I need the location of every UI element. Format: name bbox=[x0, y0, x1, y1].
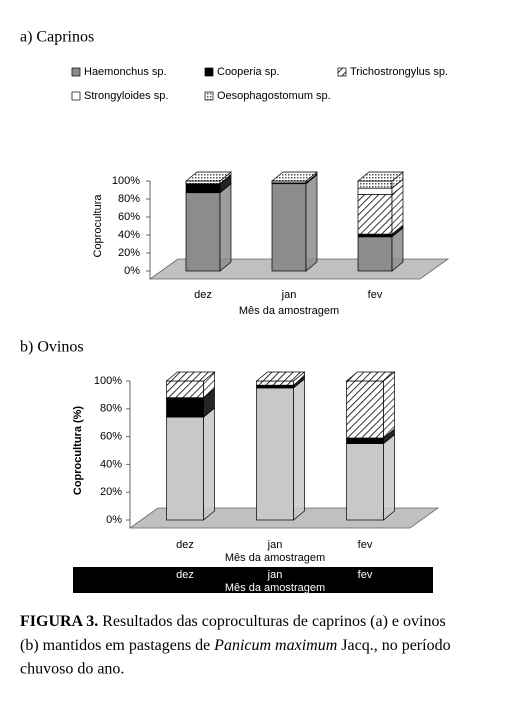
caption-line-2: (b) mantidos em pastagens de Panicum maxi… bbox=[20, 637, 451, 654]
legend-swatch bbox=[337, 67, 347, 77]
y-axis-label: Coprocultura bbox=[92, 194, 104, 258]
y-axis-label: Coprocultura (%) bbox=[72, 406, 84, 496]
band-tick-label: dez bbox=[176, 569, 194, 581]
y-tick-label: 40% bbox=[118, 229, 140, 241]
bar-segment bbox=[346, 437, 384, 444]
bar-top bbox=[255, 371, 306, 382]
bar-segment bbox=[357, 180, 393, 189]
x-tick-label: jan bbox=[267, 539, 283, 551]
panel-title: b) Ovinos bbox=[20, 339, 84, 356]
legend-label: Cooperia sp. bbox=[217, 66, 279, 78]
x-axis-label: Mês da amostragem bbox=[225, 552, 325, 564]
x-tick-label: fev bbox=[368, 289, 383, 301]
y-tick-label: 0% bbox=[106, 514, 122, 526]
bar-side bbox=[219, 182, 232, 272]
legend-swatch bbox=[204, 91, 214, 101]
legend-label: Trichostrongylus sp. bbox=[350, 66, 448, 78]
band-tick-label: fev bbox=[358, 569, 373, 581]
y-tick-label: 80% bbox=[100, 403, 122, 415]
caption-text: Resultados das coproculturas de caprinos… bbox=[102, 613, 445, 630]
bar-segment bbox=[185, 192, 221, 272]
bar-top bbox=[271, 171, 318, 182]
caption-line-1: FIGURA 3. Resultados das coproculturas de… bbox=[20, 613, 446, 630]
legend-label: Oesophagostomum sp. bbox=[217, 90, 331, 102]
bar-segment bbox=[166, 380, 204, 399]
y-tick-label: 20% bbox=[118, 247, 140, 259]
bar-segment bbox=[357, 194, 393, 235]
bar-segment bbox=[346, 380, 384, 439]
bar-side bbox=[293, 378, 305, 521]
bar-side bbox=[305, 173, 318, 272]
caption-line-3: chuvoso do ano. bbox=[20, 661, 124, 678]
caption-label: FIGURA 3. bbox=[20, 613, 98, 630]
bar-side bbox=[383, 371, 395, 439]
bar-segment bbox=[166, 397, 204, 418]
legend-swatch bbox=[71, 91, 81, 101]
legend-swatch bbox=[71, 67, 81, 77]
caption-text: (b) mantidos em pastagens de bbox=[20, 637, 210, 654]
bar-segment bbox=[256, 384, 294, 389]
bar-segment bbox=[166, 416, 204, 521]
bar-top bbox=[357, 171, 404, 182]
bar-side bbox=[383, 433, 395, 521]
y-tick-label: 60% bbox=[100, 431, 122, 443]
y-tick-label: 100% bbox=[94, 375, 122, 387]
bar-segment bbox=[256, 387, 294, 521]
panel-title: a) Caprinos bbox=[20, 29, 94, 46]
y-tick-label: 20% bbox=[100, 486, 122, 498]
caption-text: Jacq., no período bbox=[341, 637, 450, 654]
x-axis-label: Mês da amostragem bbox=[239, 305, 339, 317]
x-tick-label: dez bbox=[194, 289, 212, 301]
bar-side bbox=[203, 407, 215, 521]
y-tick-label: 40% bbox=[100, 458, 122, 470]
y-tick-label: 80% bbox=[118, 193, 140, 205]
x-tick-label: jan bbox=[281, 289, 297, 301]
bar-segment bbox=[346, 443, 384, 521]
bar-top bbox=[165, 371, 216, 382]
y-tick-label: 100% bbox=[112, 175, 140, 187]
legend-swatch bbox=[204, 67, 214, 77]
bar-segment bbox=[271, 183, 307, 272]
band-tick-label: jan bbox=[267, 569, 283, 581]
x-tick-label: dez bbox=[176, 539, 194, 551]
legend-label: Strongyloides sp. bbox=[84, 90, 168, 102]
black-band bbox=[73, 567, 433, 593]
y-tick-label: 0% bbox=[124, 265, 140, 277]
y-tick-label: 60% bbox=[118, 211, 140, 223]
x-tick-label: fev bbox=[358, 539, 373, 551]
legend-label: Haemonchus sp. bbox=[84, 66, 167, 78]
bar-segment bbox=[256, 380, 294, 386]
bar-segment bbox=[357, 233, 393, 238]
band-x-label: Mês da amostragem bbox=[225, 582, 325, 594]
bar-segment bbox=[185, 180, 221, 185]
caption-species: Panicum maximum bbox=[213, 637, 337, 654]
bar-segment bbox=[357, 236, 393, 272]
bar-segment bbox=[357, 187, 393, 195]
bar-segment bbox=[185, 183, 221, 194]
bar-top bbox=[185, 171, 232, 182]
bar-top bbox=[345, 371, 396, 382]
